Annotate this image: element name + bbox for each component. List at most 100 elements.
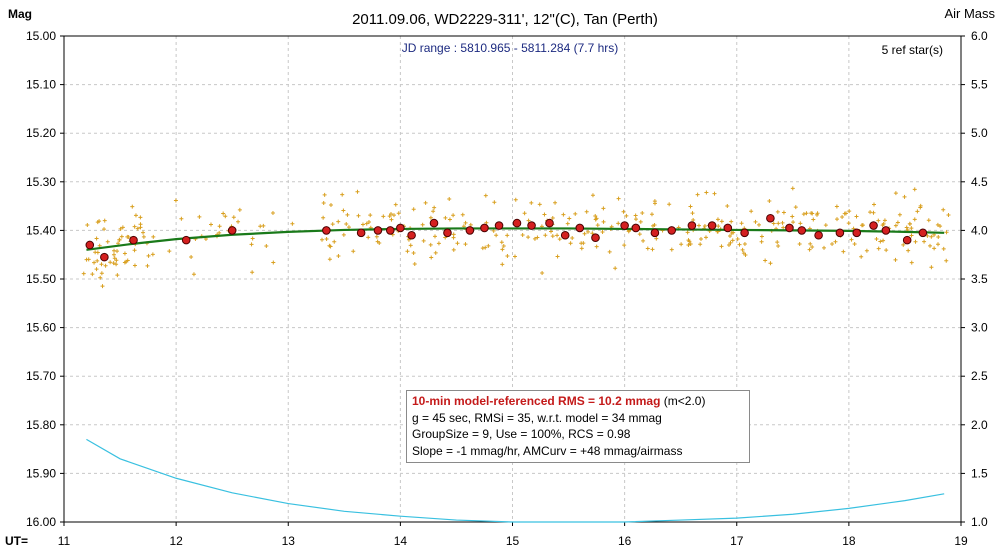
group-mean-point <box>814 230 823 240</box>
measurement-point <box>691 217 696 222</box>
group-means <box>85 213 928 262</box>
measurement-point <box>483 193 488 198</box>
measurement-point <box>90 272 95 277</box>
measurement-point <box>585 229 590 234</box>
measurement-point <box>737 242 742 247</box>
y2-tick-label: 1.5 <box>971 466 988 480</box>
group-mean-point <box>723 223 733 233</box>
measurement-point <box>946 213 951 218</box>
measurement-point <box>420 222 425 227</box>
measurement-point <box>322 192 327 197</box>
measurement-point <box>436 241 441 246</box>
measurement-point <box>742 241 747 246</box>
x-tick-label: 17 <box>730 534 744 548</box>
measurement-point <box>595 223 600 228</box>
group-mean-point <box>396 223 405 233</box>
measurement-point <box>847 209 852 214</box>
measurement-point <box>730 238 735 243</box>
measurement-point <box>344 222 349 227</box>
measurement-point <box>768 261 773 266</box>
measurement-point <box>526 235 531 240</box>
measurement-point <box>616 196 621 201</box>
measurement-point <box>893 191 898 196</box>
measurement-point <box>428 242 433 247</box>
measurement-point <box>197 214 202 219</box>
measurement-point <box>86 257 91 262</box>
measurement-point <box>781 225 786 230</box>
measurement-point <box>320 237 325 242</box>
measurement-point <box>704 190 709 195</box>
measurement-point <box>728 240 733 245</box>
measurement-point <box>327 257 332 262</box>
measurement-point <box>500 262 505 267</box>
measurement-point <box>374 234 379 239</box>
y-tick-label: 15.00 <box>26 29 56 43</box>
measurement-point <box>771 221 776 226</box>
measurement-point <box>841 249 846 254</box>
chart-title: 2011.09.06, WD2229-311', 12"(C), Tan (Pe… <box>352 11 658 28</box>
measurement-point <box>494 233 499 238</box>
measurement-point <box>451 235 456 240</box>
airmass-line <box>86 438 945 523</box>
measurement-point <box>408 243 413 248</box>
measurement-point <box>593 217 598 222</box>
measurement-point <box>688 204 693 209</box>
measurement-point <box>368 213 373 218</box>
measurement-point <box>807 247 812 252</box>
measurement-point <box>99 262 104 267</box>
measurement-point <box>513 197 518 202</box>
measurement-point <box>716 224 721 229</box>
measurement-point <box>411 251 416 256</box>
measurement-point <box>120 225 125 230</box>
measurement-point <box>918 203 923 208</box>
measurement-point <box>125 258 130 263</box>
group-mean-point <box>129 235 138 245</box>
measurement-point <box>809 211 814 216</box>
group-mean-point <box>667 226 677 235</box>
measurement-point <box>928 243 933 248</box>
measurement-point <box>549 229 554 234</box>
measurement-point <box>912 187 917 192</box>
measurement-point <box>932 246 937 251</box>
measurement-point <box>584 209 589 214</box>
measurement-point <box>640 211 645 216</box>
measurement-point <box>100 284 105 289</box>
measurement-point <box>669 247 674 252</box>
measurement-point <box>621 209 626 214</box>
measurement-point <box>145 263 150 268</box>
y2-tick-label: 5.5 <box>971 78 988 92</box>
measurement-point <box>876 218 881 223</box>
measurement-point <box>573 211 578 216</box>
measurement-point <box>132 224 137 229</box>
measurement-point <box>811 217 816 222</box>
measurement-point <box>501 243 506 248</box>
measurement-point <box>167 249 172 254</box>
measurement-point <box>902 194 907 199</box>
measurement-point <box>102 227 107 232</box>
measurement-point <box>698 242 703 247</box>
measurement-point <box>351 249 356 254</box>
x-tick-label: 12 <box>169 534 183 548</box>
y2-tick-label: 4.5 <box>971 175 988 189</box>
airmass-curve <box>86 438 945 523</box>
measurement-point <box>360 222 365 227</box>
measurement-point <box>132 248 137 253</box>
measurement-point <box>859 223 864 228</box>
measurement-point <box>389 217 394 222</box>
measurement-point <box>936 242 941 247</box>
measurement-point <box>355 189 360 194</box>
measurement-point <box>775 240 780 245</box>
measurement-point <box>936 234 941 239</box>
measurement-point <box>557 237 562 242</box>
y-tick-label: 15.20 <box>26 126 56 140</box>
measurement-point <box>690 211 695 216</box>
measurement-point <box>753 219 758 224</box>
measurement-point <box>685 230 690 235</box>
group-mean-point <box>356 228 366 238</box>
y-tick-label: 15.30 <box>26 175 56 189</box>
measurement-point <box>756 222 761 227</box>
measurement-point <box>98 275 103 280</box>
measurement-point <box>108 260 113 265</box>
measurement-point <box>451 247 456 252</box>
